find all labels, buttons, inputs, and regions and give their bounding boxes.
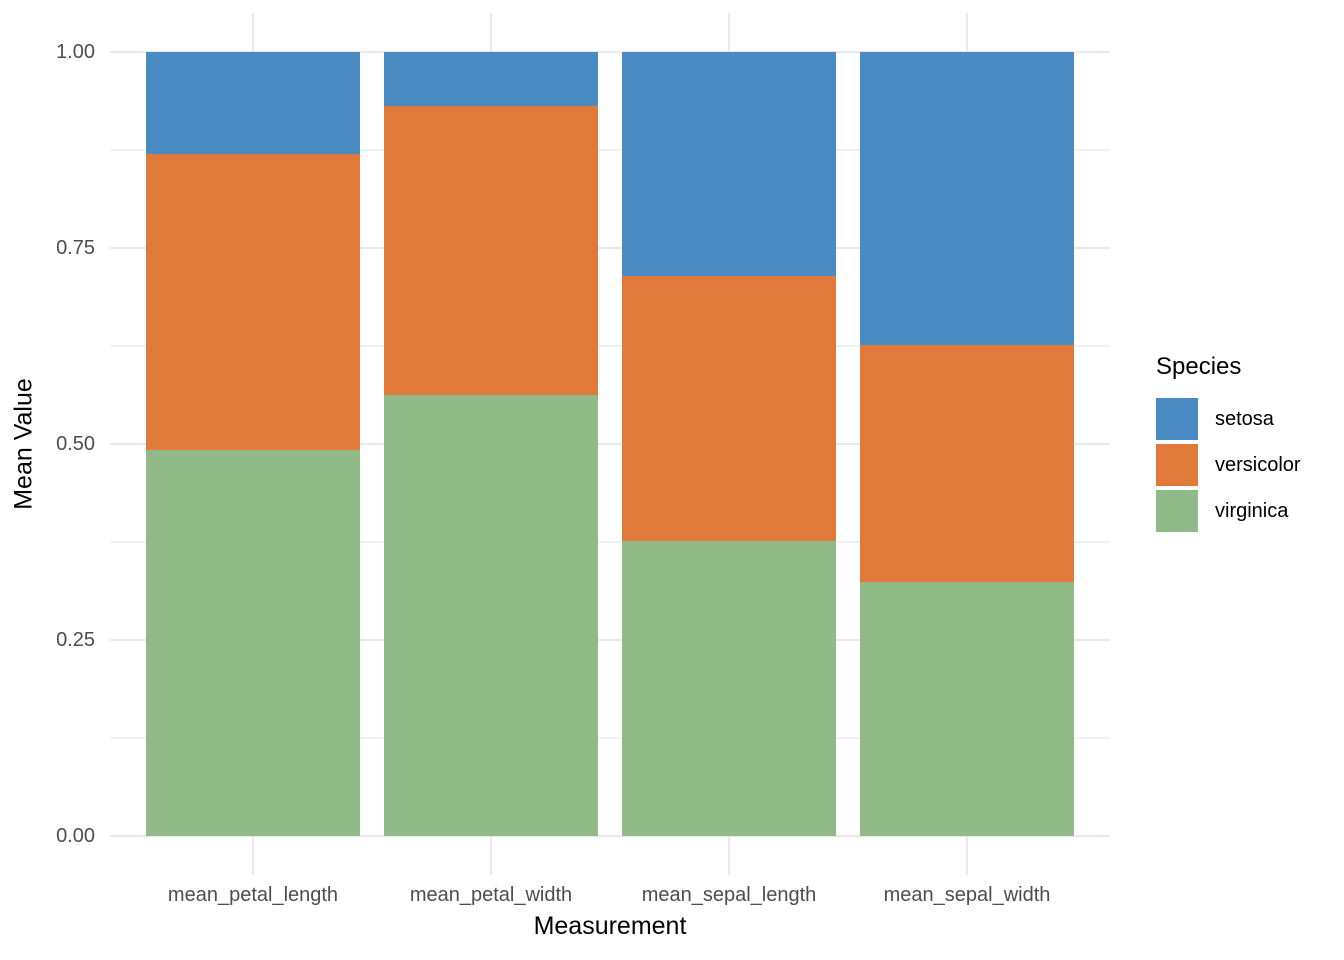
bar-mean_petal_length [146,52,360,836]
bar-segment-versicolor [860,345,1074,582]
legend-swatch-versicolor [1156,444,1198,486]
legend-item-setosa: setosa [1156,398,1301,440]
legend-swatch-setosa [1156,398,1198,440]
y-tick-label-1.00: 1.00 [56,41,95,63]
bar-segment-virginica [384,394,598,836]
y-tick-label-0.50: 0.50 [56,433,95,455]
legend-label-virginica: virginica [1215,499,1289,522]
plot-panel [110,13,1110,875]
legend-label-versicolor: versicolor [1215,453,1301,476]
x-axis-title: Measurement [533,912,687,940]
bar-segment-setosa [860,52,1074,346]
bar-segment-virginica [622,541,836,836]
legend-swatch-virginica [1156,490,1198,532]
bar-segment-versicolor [622,275,836,542]
x-tick-label-mean_petal_width: mean_petal_width [409,884,573,906]
bar-segment-versicolor [384,105,598,395]
x-tick-label-mean_sepal_length: mean_sepal_length [641,884,817,906]
bar-segment-virginica [860,581,1074,836]
y-tick-label-0.75: 0.75 [56,237,95,259]
bar-segment-versicolor [146,153,360,450]
legend-title: Species [1156,353,1242,380]
y-tick-label-0.25: 0.25 [56,629,95,651]
bar-mean_sepal_length [622,52,836,836]
x-tick-label-mean_petal_length: mean_petal_length [167,884,339,906]
bar-mean_sepal_width [860,52,1074,836]
legend-items: setosa versicolor virginica [1156,398,1301,532]
bar-segment-setosa [146,52,360,154]
bar-mean_petal_width [384,52,598,836]
bar-segment-setosa [384,52,598,106]
y-axis-title: Mean Value [9,378,38,510]
legend-item-virginica: virginica [1156,490,1301,532]
bar-segment-setosa [622,52,836,276]
legend: Species setosa versicolor virginica [1156,353,1301,536]
bar-segment-virginica [146,449,360,836]
y-tick-label-0.00: 0.00 [56,825,95,847]
x-tick-label-mean_sepal_width: mean_sepal_width [883,884,1051,906]
legend-item-versicolor: versicolor [1156,444,1301,486]
legend-label-setosa: setosa [1215,407,1274,430]
